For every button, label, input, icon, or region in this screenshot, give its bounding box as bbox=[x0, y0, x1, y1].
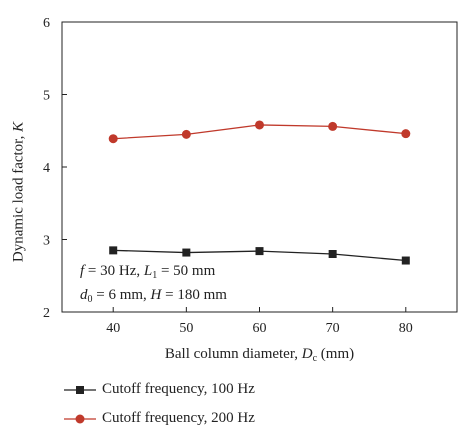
legend-label-200hz: Cutoff frequency, 200 Hz bbox=[102, 410, 255, 427]
y-axis-label: Dynamic load factor, K bbox=[11, 122, 28, 262]
data-point-circle bbox=[401, 129, 411, 139]
x-axis-label-unit: (mm) bbox=[320, 346, 355, 362]
anno-l-var: L bbox=[143, 263, 153, 279]
anno-h-var: H bbox=[150, 287, 162, 303]
legend-label-100hz: Cutoff frequency, 100 Hz bbox=[102, 381, 255, 398]
legend-square-marker-icon bbox=[64, 385, 96, 394]
y-tick-label: 3 bbox=[43, 234, 50, 249]
anno-f-value: = 30 Hz, bbox=[84, 263, 144, 279]
annotation-line-1: f = 30 Hz, L1 = 50 mm bbox=[80, 263, 215, 281]
anno-f-var: f bbox=[80, 263, 85, 279]
x-tick-label: 80 bbox=[399, 321, 413, 336]
legend-circle-marker-icon bbox=[64, 414, 96, 424]
x-tick-label: 40 bbox=[106, 321, 120, 336]
y-tick-label: 4 bbox=[43, 161, 50, 176]
y-axis-label-text: Dynamic load factor, bbox=[10, 135, 27, 263]
anno-h-value: = 180 mm bbox=[161, 287, 227, 303]
data-point-square bbox=[255, 247, 264, 256]
data-point-square bbox=[109, 246, 118, 255]
data-point-square bbox=[182, 248, 191, 257]
x-axis-label-sub: c bbox=[312, 353, 318, 364]
annotation-line-2: d0 = 6 mm, H = 180 mm bbox=[80, 287, 227, 305]
anno-d-sub: 0 bbox=[87, 294, 93, 305]
x-axis-label-var: D bbox=[301, 346, 313, 362]
legend-item-100hz: Cutoff frequency, 100 Hz bbox=[62, 381, 255, 403]
data-point-circle bbox=[108, 134, 118, 144]
data-point-square bbox=[328, 250, 337, 258]
y-axis-label-wrap: Dynamic load factor, K bbox=[6, 92, 32, 292]
x-axis-label-text: Ball column diameter, bbox=[164, 346, 298, 362]
y-tick-label: 6 bbox=[43, 16, 50, 31]
y-axis-label-var: K bbox=[10, 121, 27, 132]
x-tick-label: 50 bbox=[179, 321, 193, 336]
x-axis-label: Ball column diameter, Dc (mm) bbox=[62, 346, 457, 364]
y-tick-label: 5 bbox=[43, 89, 50, 104]
anno-d-value: = 6 mm, bbox=[92, 287, 151, 303]
data-point-circle bbox=[181, 129, 191, 139]
anno-l-value: = 50 mm bbox=[157, 263, 216, 279]
x-tick-label: 60 bbox=[253, 321, 267, 336]
anno-d-var: d bbox=[80, 287, 88, 303]
x-tick-label: 70 bbox=[326, 321, 340, 336]
data-point-circle bbox=[328, 121, 338, 131]
data-point-square bbox=[401, 256, 410, 265]
anno-l-sub: 1 bbox=[152, 270, 158, 281]
y-tick-label: 2 bbox=[43, 306, 50, 321]
data-point-circle bbox=[255, 120, 264, 130]
legend-item-200hz: Cutoff frequency, 200 Hz bbox=[62, 410, 255, 432]
